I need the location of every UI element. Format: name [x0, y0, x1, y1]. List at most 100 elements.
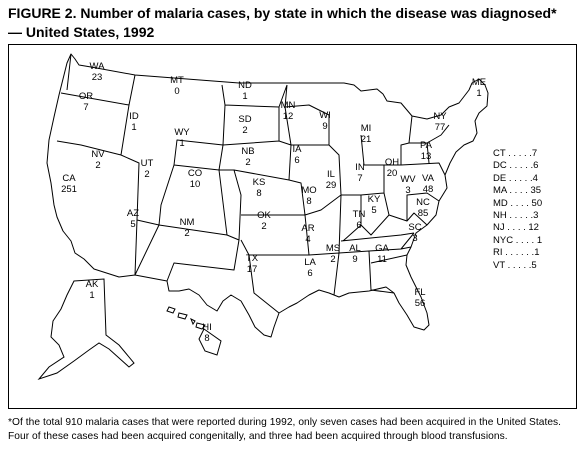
state-value-nd: 1	[242, 91, 247, 102]
state-label-mi: MI	[361, 123, 372, 134]
state-label-pa: PA	[420, 140, 433, 151]
state-label-mo: MO	[301, 185, 316, 196]
state-label-ms: MS	[326, 243, 340, 254]
state-value-ga: 11	[377, 254, 387, 265]
state-value-ut: 2	[144, 169, 149, 180]
state-label-tx: TX	[246, 253, 259, 264]
figure-title-line-2: — United States, 1992	[8, 24, 155, 40]
map-frame: WA 23 OR 7 ID 1 MT 0 ND 1 MN 12 WI 9 MI 21 ME 1 NY 77 PA 13 SD…	[8, 44, 577, 409]
state-label-ar: AR	[301, 223, 314, 234]
state-label-co: CO	[188, 168, 202, 179]
state-label-ky: KY	[368, 194, 381, 205]
state-label-sc: SC	[408, 222, 421, 233]
state-label-me: ME	[472, 77, 486, 88]
state-value-ak: 1	[89, 290, 94, 301]
small-state-row: VT . . . . .5	[493, 259, 537, 271]
state-label-il: IL	[327, 169, 335, 180]
alaska-outline	[37, 278, 135, 381]
state-label-nd: ND	[238, 80, 252, 91]
small-state-row: MD . . . . 50	[493, 197, 543, 209]
state-label-wa: WA	[90, 61, 106, 72]
small-state-row: NH . . . . .3	[493, 210, 539, 222]
state-value-fl: 56	[415, 298, 426, 309]
state-label-va: VA	[422, 173, 435, 184]
state-value-hi: 8	[204, 333, 209, 344]
state-label-wv: WV	[400, 174, 416, 185]
state-value-ks: 8	[256, 188, 261, 199]
state-value-al: 9	[352, 254, 357, 265]
state-value-tx: 17	[247, 264, 258, 275]
state-value-sd: 2	[242, 125, 247, 136]
state-label-wy: WY	[174, 127, 190, 138]
state-value-ok: 2	[261, 221, 266, 232]
state-label-nb: NB	[241, 146, 254, 157]
state-label-nv: NV	[91, 149, 105, 160]
state-value-oh: 20	[387, 168, 398, 179]
state-label-ga: GA	[375, 243, 389, 254]
state-label-mt: MT	[170, 75, 184, 86]
state-value-nb: 2	[245, 157, 250, 168]
state-borders	[56, 53, 450, 314]
state-label-ks: KS	[253, 177, 266, 188]
state-value-la: 6	[307, 268, 312, 279]
state-value-mn: 12	[283, 111, 294, 122]
state-label-or: OR	[79, 91, 93, 102]
state-value-nc: 85	[418, 208, 429, 219]
state-value-or: 7	[83, 102, 88, 113]
state-value-va: 48	[423, 184, 434, 195]
state-label-ia: IA	[293, 144, 303, 155]
state-value-ms: 2	[330, 254, 335, 265]
state-label-ca: CA	[62, 173, 76, 184]
small-state-list: CT . . . . .7 DC . . . . .6 DE . . . . .…	[493, 148, 542, 272]
state-value-wa: 23	[92, 72, 103, 83]
figure-title-line-1: FIGURE 2. Number of malaria cases, by st…	[8, 5, 557, 21]
us-outline	[46, 53, 489, 338]
state-value-ia: 6	[294, 155, 299, 166]
state-label-fl: FL	[414, 287, 425, 298]
footnote: *Of the total 910 malaria cases that wer…	[8, 417, 562, 442]
hawaii-islands	[166, 306, 222, 356]
state-label-tn: TN	[353, 209, 366, 220]
state-label-in: IN	[355, 162, 365, 173]
state-value-ny: 77	[435, 122, 446, 133]
state-label-hi: HI	[202, 322, 212, 333]
state-value-id: 1	[131, 122, 136, 133]
small-state-row: DE . . . . .4	[493, 172, 538, 184]
state-label-al: AL	[349, 243, 361, 254]
small-state-row: NYC . . . . 1	[493, 234, 543, 246]
state-value-in: 7	[357, 173, 362, 184]
state-value-mi: 21	[361, 134, 372, 145]
figure-title: FIGURE 2. Number of malaria cases, by st…	[8, 4, 578, 42]
state-value-ar: 4	[305, 234, 310, 245]
state-label-ut: UT	[141, 158, 154, 169]
small-state-row: CT . . . . .7	[493, 148, 538, 159]
state-value-nm: 2	[184, 228, 189, 239]
state-label-id: ID	[129, 111, 139, 122]
state-value-tn: 6	[356, 220, 361, 231]
state-label-oh: OH	[385, 157, 399, 168]
state-value-wy: 1	[179, 138, 184, 149]
state-label-sd: SD	[238, 114, 251, 125]
state-label-ak: AK	[86, 279, 99, 290]
state-value-ca: 251	[61, 184, 77, 195]
state-value-sc: 3	[412, 233, 417, 244]
state-label-mn: MN	[281, 100, 296, 111]
state-value-ky: 5	[371, 205, 376, 216]
state-value-me: 1	[476, 88, 481, 99]
small-state-row: DC . . . . .6	[493, 160, 539, 172]
state-label-wi: WI	[319, 110, 331, 121]
state-value-az: 5	[130, 219, 135, 230]
state-value-mo: 8	[306, 196, 311, 207]
state-label-ok: OK	[257, 210, 271, 221]
small-state-row: MA . . . . 35	[493, 185, 542, 197]
state-label-az: AZ	[127, 208, 139, 219]
small-state-row: NJ . . . . 12	[493, 222, 539, 234]
state-value-mt: 0	[174, 86, 179, 97]
state-label-nc: NC	[416, 197, 430, 208]
state-label-ny: NY	[433, 111, 447, 122]
state-label-nm: NM	[180, 217, 195, 228]
state-label-la: LA	[304, 257, 316, 268]
state-value-wi: 9	[322, 121, 327, 132]
